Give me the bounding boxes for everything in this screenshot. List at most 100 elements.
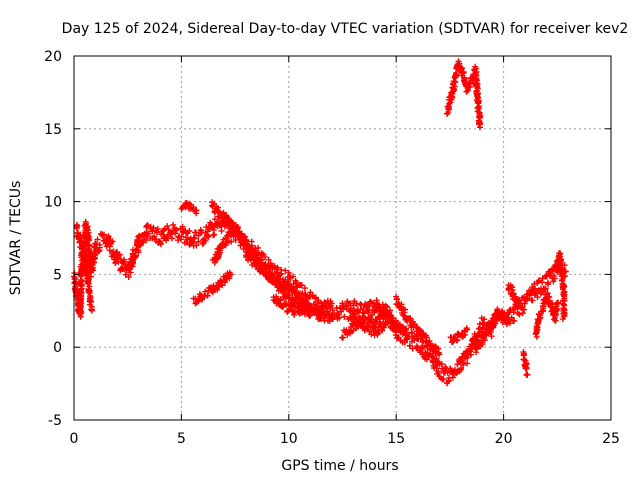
- data-point: [290, 273, 296, 280]
- data-point: [173, 226, 180, 233]
- data-point: [524, 371, 531, 378]
- data-point: [190, 234, 197, 241]
- data-point: [154, 226, 161, 232]
- data-point: [526, 292, 533, 299]
- data-point: [533, 333, 540, 340]
- data-point: [96, 244, 103, 251]
- data-point: [234, 224, 241, 230]
- data-point: [401, 309, 408, 316]
- data-point: [253, 257, 259, 264]
- data-point: [433, 355, 440, 362]
- data-point: [143, 237, 150, 243]
- data-point: [560, 297, 566, 304]
- data-point: [406, 333, 413, 340]
- data-point: [157, 239, 164, 246]
- data-point: [204, 292, 211, 299]
- data-point: [175, 237, 181, 244]
- data-point: [211, 200, 218, 207]
- data-point: [435, 368, 442, 375]
- data-point: [561, 283, 567, 290]
- data-point: [140, 239, 147, 246]
- data-point: [341, 313, 348, 320]
- data-point: [83, 263, 90, 270]
- data-point: [186, 228, 193, 234]
- data-point: [512, 293, 519, 300]
- data-point: [507, 306, 514, 313]
- y-tick-label: 15: [44, 122, 62, 138]
- data-point: [83, 259, 90, 266]
- data-point: [108, 239, 115, 246]
- data-point: [127, 269, 134, 276]
- data-point: [457, 366, 464, 373]
- data-point: [372, 324, 379, 331]
- data-point: [436, 351, 443, 358]
- data-point: [267, 269, 274, 276]
- data-point: [516, 311, 523, 318]
- plot-frame: [73, 55, 612, 421]
- data-point: [560, 307, 567, 314]
- data-point: [271, 263, 278, 270]
- data-point: [177, 236, 184, 243]
- data-point: [442, 364, 449, 371]
- data-point: [260, 261, 267, 268]
- data-point: [179, 223, 186, 230]
- data-point: [202, 288, 209, 295]
- data-point: [73, 281, 80, 288]
- data-point: [468, 346, 475, 353]
- data-point: [190, 204, 197, 211]
- data-point: [222, 276, 229, 283]
- data-point: [77, 306, 84, 313]
- data-point: [561, 312, 568, 319]
- data-point: [501, 312, 508, 319]
- data-point: [130, 257, 136, 264]
- data-point: [545, 281, 551, 288]
- data-point: [403, 325, 409, 332]
- data-point: [191, 235, 198, 242]
- data-point: [219, 282, 226, 289]
- data-point: [535, 318, 542, 324]
- data-point: [273, 293, 280, 300]
- data-point: [537, 312, 544, 319]
- data-point: [381, 324, 387, 331]
- data-point: [205, 233, 212, 240]
- data-point: [91, 254, 98, 261]
- data-point: [409, 330, 416, 337]
- data-point: [211, 231, 218, 238]
- data-point: [551, 275, 558, 282]
- data-points: [70, 58, 569, 387]
- data-point: [558, 277, 565, 284]
- data-point: [195, 238, 202, 245]
- data-point: [504, 318, 511, 324]
- data-point: [511, 317, 518, 324]
- data-point: [512, 301, 519, 308]
- data-point: [263, 266, 270, 272]
- data-point: [226, 275, 233, 282]
- data-point: [558, 267, 565, 274]
- data-point: [193, 207, 200, 214]
- data-point: [460, 70, 467, 76]
- data-point: [481, 316, 488, 323]
- x-tick-label: 5: [177, 431, 186, 447]
- data-point: [523, 365, 530, 371]
- data-point: [89, 264, 96, 271]
- data-point: [214, 286, 221, 293]
- data-point: [209, 289, 216, 296]
- data-point: [449, 374, 456, 381]
- data-point: [377, 315, 383, 322]
- data-point: [114, 255, 121, 262]
- data-point: [537, 290, 544, 297]
- data-point: [328, 315, 335, 322]
- data-point: [393, 295, 400, 302]
- data-point: [516, 297, 523, 304]
- data-point: [289, 294, 296, 301]
- data-point: [82, 255, 89, 262]
- y-tick-label: 20: [44, 49, 62, 65]
- data-point: [539, 279, 546, 286]
- data-point: [466, 83, 473, 90]
- data-point: [560, 313, 567, 320]
- data-point: [452, 71, 459, 78]
- y-axis-label: SDTVAR / TECUs: [8, 181, 24, 296]
- data-point: [292, 296, 299, 303]
- data-point: [255, 244, 262, 251]
- data-point: [534, 326, 541, 333]
